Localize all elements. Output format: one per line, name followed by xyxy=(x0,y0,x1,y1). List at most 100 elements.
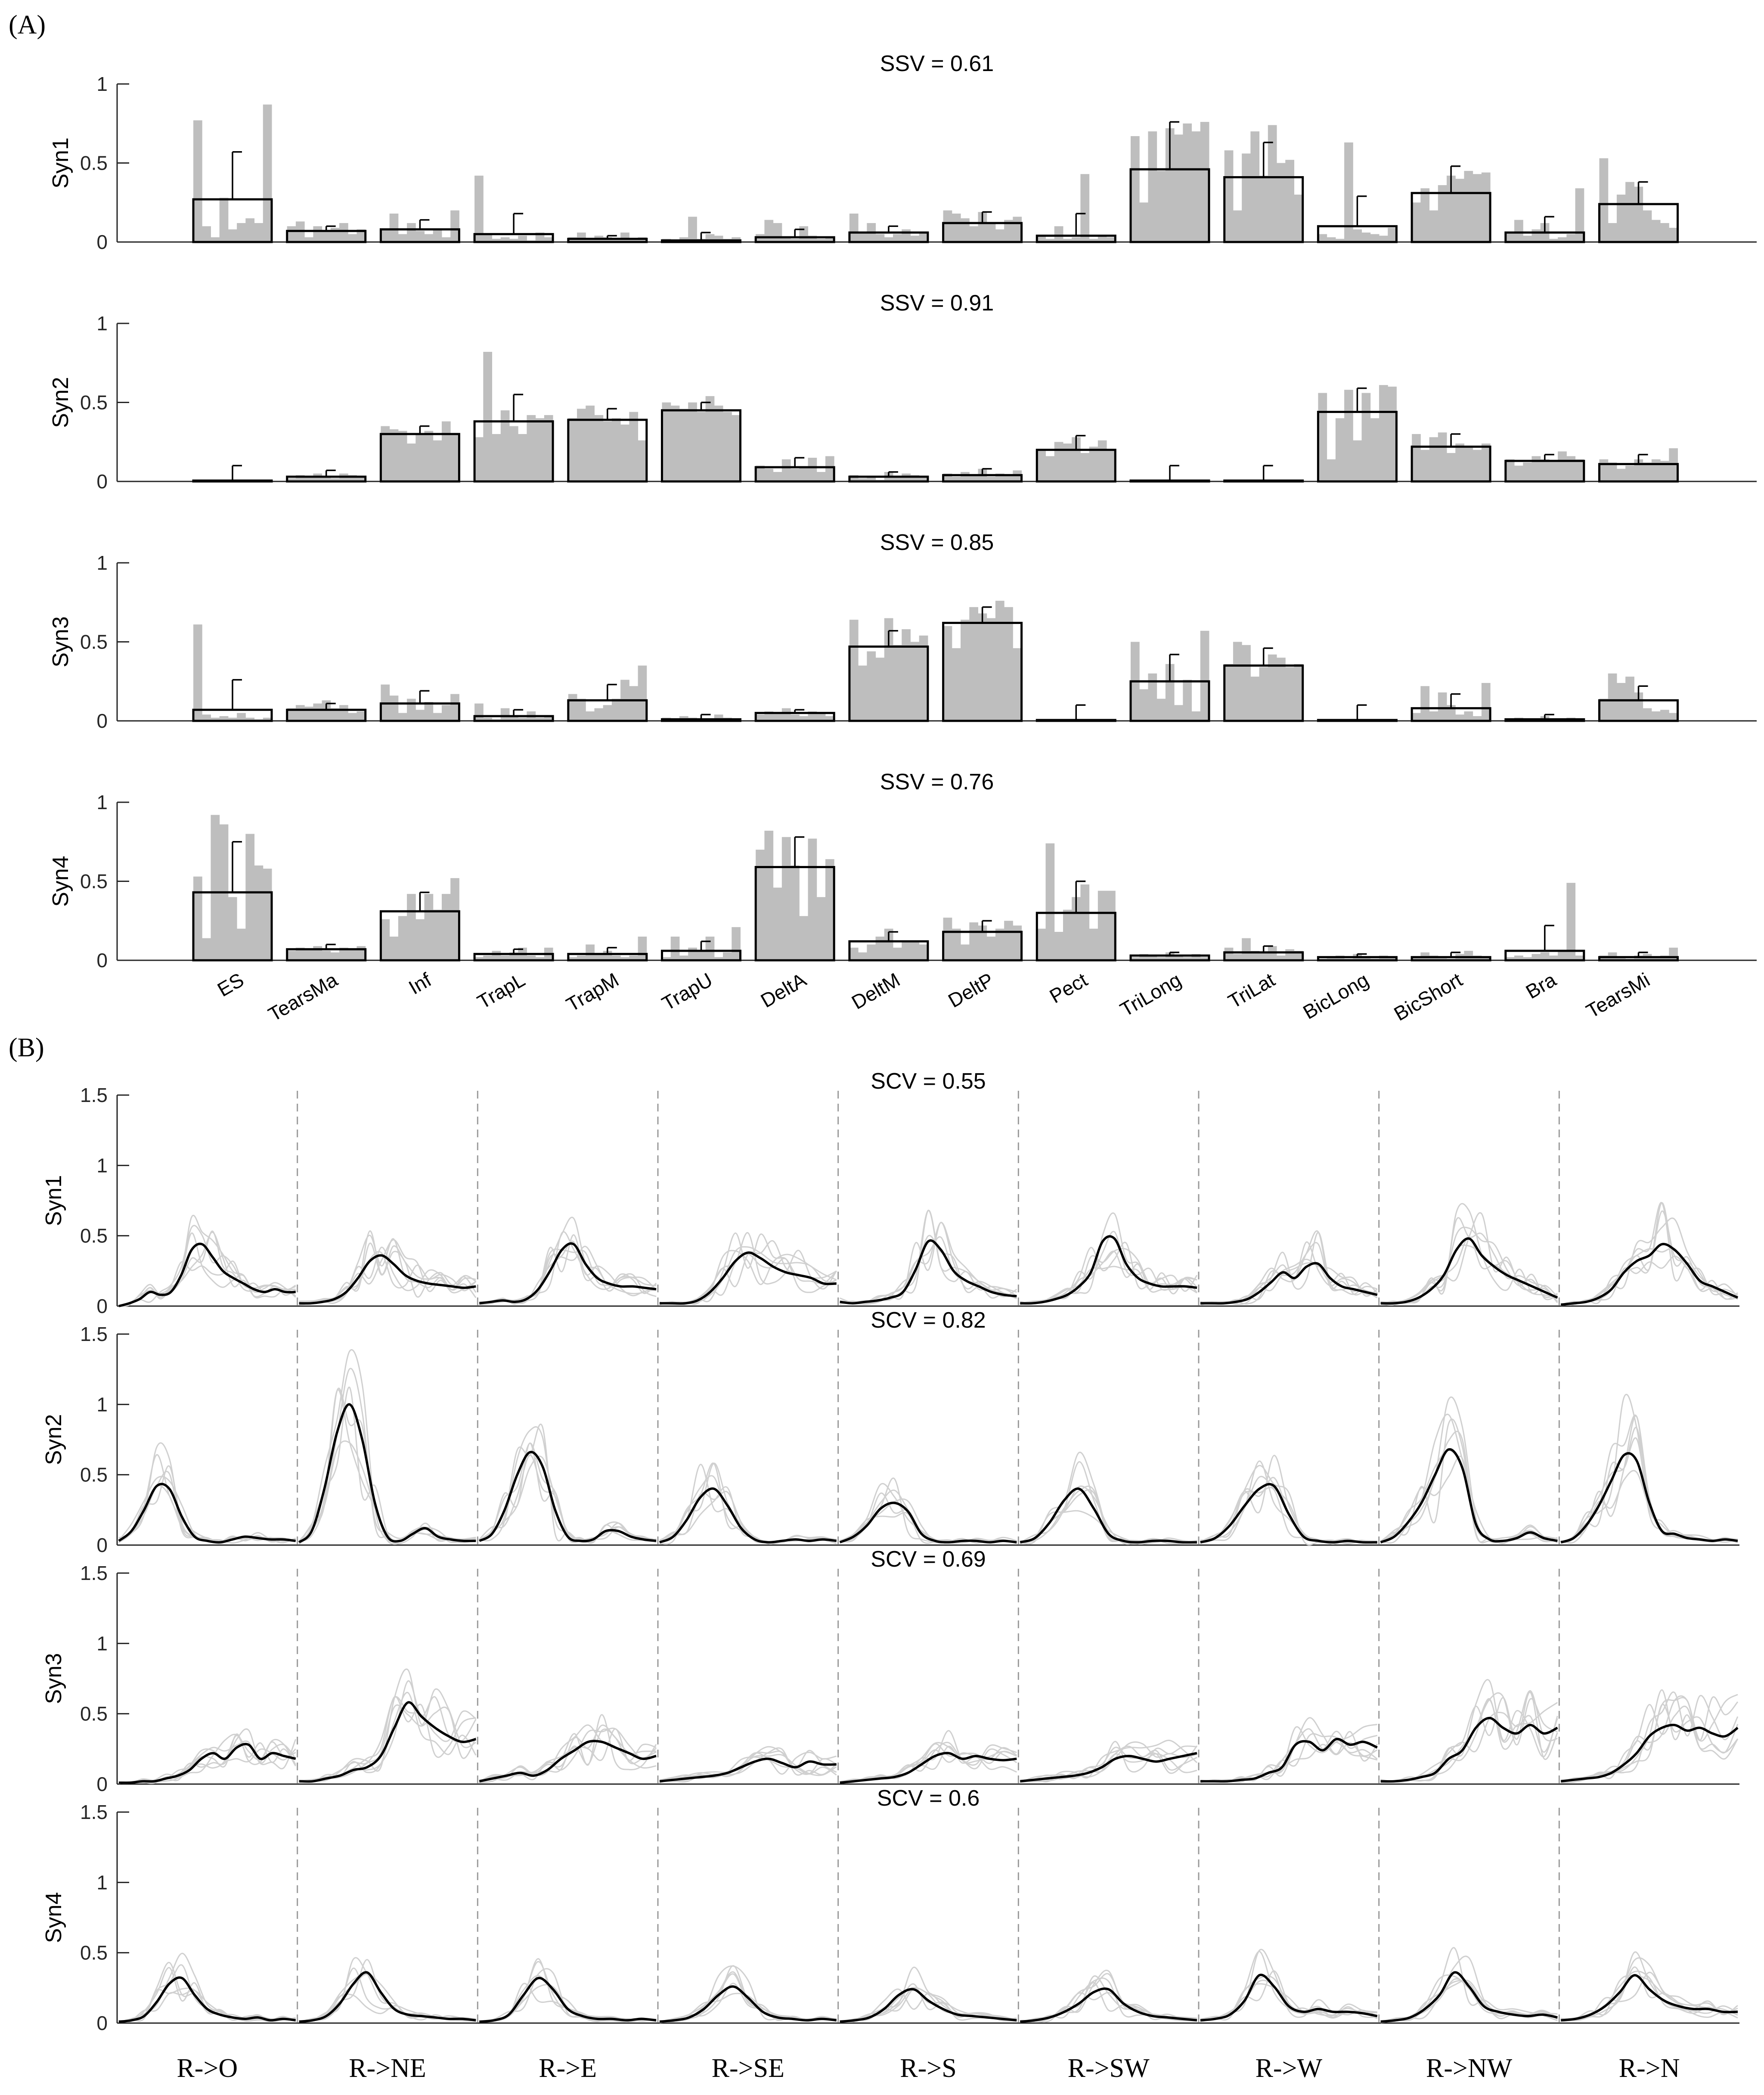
subject-bar xyxy=(825,237,834,242)
subject-bar xyxy=(450,210,459,242)
subject-bar xyxy=(679,955,688,960)
subject-bar xyxy=(1575,188,1584,242)
subject-bar xyxy=(1481,172,1491,242)
subject-bar xyxy=(237,928,246,960)
subject-bar xyxy=(1531,954,1541,960)
subject-bar xyxy=(389,936,399,960)
subject-trace xyxy=(299,1251,477,1305)
subject-bar xyxy=(415,710,425,721)
subject-bar xyxy=(1268,125,1277,242)
subject-trace xyxy=(479,1442,657,1543)
subject-trace xyxy=(840,1477,1017,1543)
subject-bar xyxy=(1558,451,1567,481)
subject-bar xyxy=(1651,459,1661,481)
subject-trace xyxy=(1380,1692,1558,1782)
subject-bar xyxy=(995,928,1004,960)
subject-trace xyxy=(299,1246,476,1305)
subject-bar xyxy=(1156,698,1166,721)
subject-bar xyxy=(450,434,459,481)
subject-bar xyxy=(263,717,272,721)
subject-bar xyxy=(1174,705,1183,721)
subject-bar xyxy=(527,955,536,960)
subject-trace xyxy=(840,1743,1017,1784)
subject-bar xyxy=(357,476,366,481)
subject-bar xyxy=(357,711,366,721)
subject-bar xyxy=(330,952,340,960)
subject-bar xyxy=(450,878,459,960)
subject-bar xyxy=(995,601,1004,721)
subject-bar xyxy=(1285,667,1294,721)
subplot-title: SCV = 0.69 xyxy=(871,1547,986,1572)
subject-trace xyxy=(1380,1980,1558,2024)
subject-bar xyxy=(1531,456,1541,481)
subject-bar xyxy=(867,651,876,721)
subject-bar xyxy=(825,716,834,721)
subject-bar xyxy=(1191,131,1201,242)
subject-bar xyxy=(1089,928,1098,960)
subject-bar xyxy=(1004,475,1013,481)
subplot-title: SSV = 0.91 xyxy=(880,291,994,316)
subject-bar xyxy=(611,418,621,481)
subject-bar xyxy=(424,894,434,960)
subject-bar xyxy=(764,220,774,242)
subject-bar xyxy=(799,716,809,721)
y-tick-label: 0 xyxy=(96,1295,108,1317)
subject-bar xyxy=(1183,123,1192,242)
subject-bar xyxy=(816,472,826,481)
subject-bar xyxy=(919,944,928,960)
subject-bar xyxy=(586,711,595,721)
subject-bar xyxy=(509,426,518,481)
subject-bar xyxy=(825,456,834,481)
subject-bar xyxy=(1107,237,1116,242)
category-label: Bra xyxy=(1522,968,1560,1003)
subject-bar xyxy=(1037,928,1046,960)
subject-bar xyxy=(620,232,629,242)
subject-bar xyxy=(858,232,867,242)
y-tick-label: 1 xyxy=(96,552,108,574)
movement-label: R->NE xyxy=(349,2054,426,2083)
subject-bar xyxy=(1549,955,1558,960)
subject-bar xyxy=(943,210,952,242)
subject-bar xyxy=(603,705,612,721)
subject-bar xyxy=(1259,952,1268,960)
subject-bar xyxy=(679,409,688,481)
subject-trace xyxy=(479,1714,657,1782)
subject-bar xyxy=(1004,921,1013,960)
y-tick-label: 0.5 xyxy=(80,1703,108,1725)
subject-bar xyxy=(638,440,647,481)
subject-bar xyxy=(389,213,399,242)
subject-bar xyxy=(919,232,928,242)
category-label: BicLong xyxy=(1299,968,1372,1024)
subject-bar xyxy=(1566,883,1576,960)
subject-bar xyxy=(1097,236,1107,242)
y-tick-label: 0 xyxy=(96,470,108,493)
subject-bar xyxy=(1148,131,1157,242)
subject-bar xyxy=(1429,210,1438,242)
subject-bar xyxy=(1464,447,1473,481)
subject-bar xyxy=(1277,658,1286,721)
subject-trace xyxy=(1380,1396,1558,1543)
subject-bar xyxy=(322,950,331,960)
subject-bar xyxy=(1412,957,1421,960)
subject-trace xyxy=(1380,1212,1558,1304)
subject-bar xyxy=(662,402,671,481)
mean-trace xyxy=(1200,1483,1377,1544)
subject-bar xyxy=(688,217,697,242)
subject-bar xyxy=(1651,220,1661,242)
subject-bar xyxy=(254,865,264,960)
subject-bar xyxy=(287,708,296,721)
subject-bar xyxy=(1045,843,1055,960)
subject-bar xyxy=(611,955,621,960)
y-tick-label: 0.5 xyxy=(80,870,108,893)
movement-label: R->W xyxy=(1256,2054,1323,2083)
subject-bar xyxy=(407,443,416,481)
subject-bar xyxy=(348,949,357,960)
subject-bar xyxy=(1388,227,1397,242)
subject-bar xyxy=(381,229,390,242)
subject-bar xyxy=(474,175,484,242)
subject-bar xyxy=(1481,443,1491,481)
subject-bar xyxy=(1540,952,1550,960)
subject-bar xyxy=(295,705,305,721)
subject-bar xyxy=(577,409,586,481)
